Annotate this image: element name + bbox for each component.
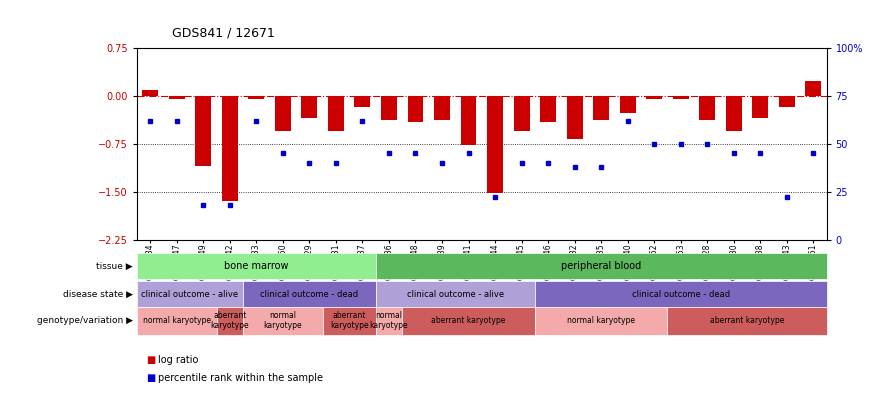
Text: normal
karyotype: normal karyotype	[263, 311, 302, 330]
Bar	[275, 95, 291, 131]
Bar	[381, 95, 397, 120]
Text: ■: ■	[146, 355, 155, 366]
Bar	[408, 95, 423, 122]
Text: normal
karyotype: normal karyotype	[370, 311, 408, 330]
Text: genotype/variation ▶: genotype/variation ▶	[36, 316, 133, 325]
Text: log ratio: log ratio	[158, 355, 199, 366]
Bar	[726, 95, 742, 131]
Text: aberrant
karyotype: aberrant karyotype	[330, 311, 369, 330]
Text: GDS841 / 12671: GDS841 / 12671	[172, 27, 275, 40]
Text: percentile rank within the sample: percentile rank within the sample	[158, 373, 324, 383]
Text: aberrant karyotype: aberrant karyotype	[710, 316, 784, 325]
Bar	[779, 95, 795, 107]
Bar	[805, 82, 821, 95]
Bar	[699, 95, 715, 120]
Bar	[142, 90, 158, 95]
Text: disease state ▶: disease state ▶	[63, 289, 133, 299]
Bar	[646, 95, 662, 99]
Bar	[301, 95, 317, 118]
Bar	[514, 95, 530, 131]
Bar	[567, 95, 583, 139]
Text: normal karyotype: normal karyotype	[143, 316, 210, 325]
Bar	[673, 95, 689, 99]
Text: aberrant karyotype: aberrant karyotype	[431, 316, 506, 325]
Bar	[620, 95, 636, 114]
Text: bone marrow: bone marrow	[225, 261, 288, 271]
Bar	[354, 95, 370, 107]
Text: normal karyotype: normal karyotype	[568, 316, 635, 325]
Text: peripheral blood: peripheral blood	[561, 261, 641, 271]
Bar	[248, 95, 264, 99]
Text: clinical outcome - alive: clinical outcome - alive	[407, 289, 504, 299]
Bar	[540, 95, 556, 122]
Bar	[593, 95, 609, 120]
Bar	[195, 95, 211, 166]
Text: clinical outcome - dead: clinical outcome - dead	[260, 289, 359, 299]
Text: clinical outcome - alive: clinical outcome - alive	[141, 289, 239, 299]
Text: tissue ▶: tissue ▶	[96, 262, 133, 271]
Bar	[461, 95, 476, 145]
Bar	[328, 95, 344, 131]
Bar	[487, 95, 503, 193]
Text: ■: ■	[146, 373, 155, 383]
Bar	[222, 95, 238, 201]
Bar	[169, 95, 185, 99]
Text: clinical outcome - dead: clinical outcome - dead	[631, 289, 730, 299]
Bar	[434, 95, 450, 120]
Bar	[752, 95, 768, 118]
Text: aberrant
karyotype: aberrant karyotype	[210, 311, 249, 330]
